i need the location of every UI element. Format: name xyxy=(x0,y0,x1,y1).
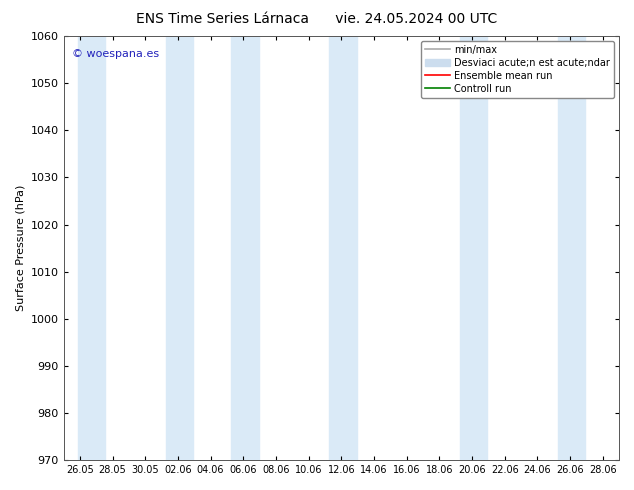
Bar xyxy=(460,36,474,460)
Y-axis label: Surface Pressure (hPa): Surface Pressure (hPa) xyxy=(15,185,25,311)
Bar xyxy=(342,36,357,460)
Bar xyxy=(558,36,573,460)
Bar xyxy=(166,36,180,460)
Bar xyxy=(329,36,344,460)
Bar xyxy=(244,36,259,460)
Bar xyxy=(571,36,585,460)
Bar xyxy=(473,36,488,460)
Bar xyxy=(179,36,193,460)
Legend: min/max, Desviaci acute;n est acute;ndar, Ensemble mean run, Controll run: min/max, Desviaci acute;n est acute;ndar… xyxy=(422,41,614,98)
Text: ENS Time Series Lárnaca      vie. 24.05.2024 00 UTC: ENS Time Series Lárnaca vie. 24.05.2024 … xyxy=(136,12,498,26)
Text: © woespana.es: © woespana.es xyxy=(72,49,159,59)
Bar xyxy=(91,36,105,460)
Bar xyxy=(77,36,92,460)
Bar xyxy=(231,36,245,460)
